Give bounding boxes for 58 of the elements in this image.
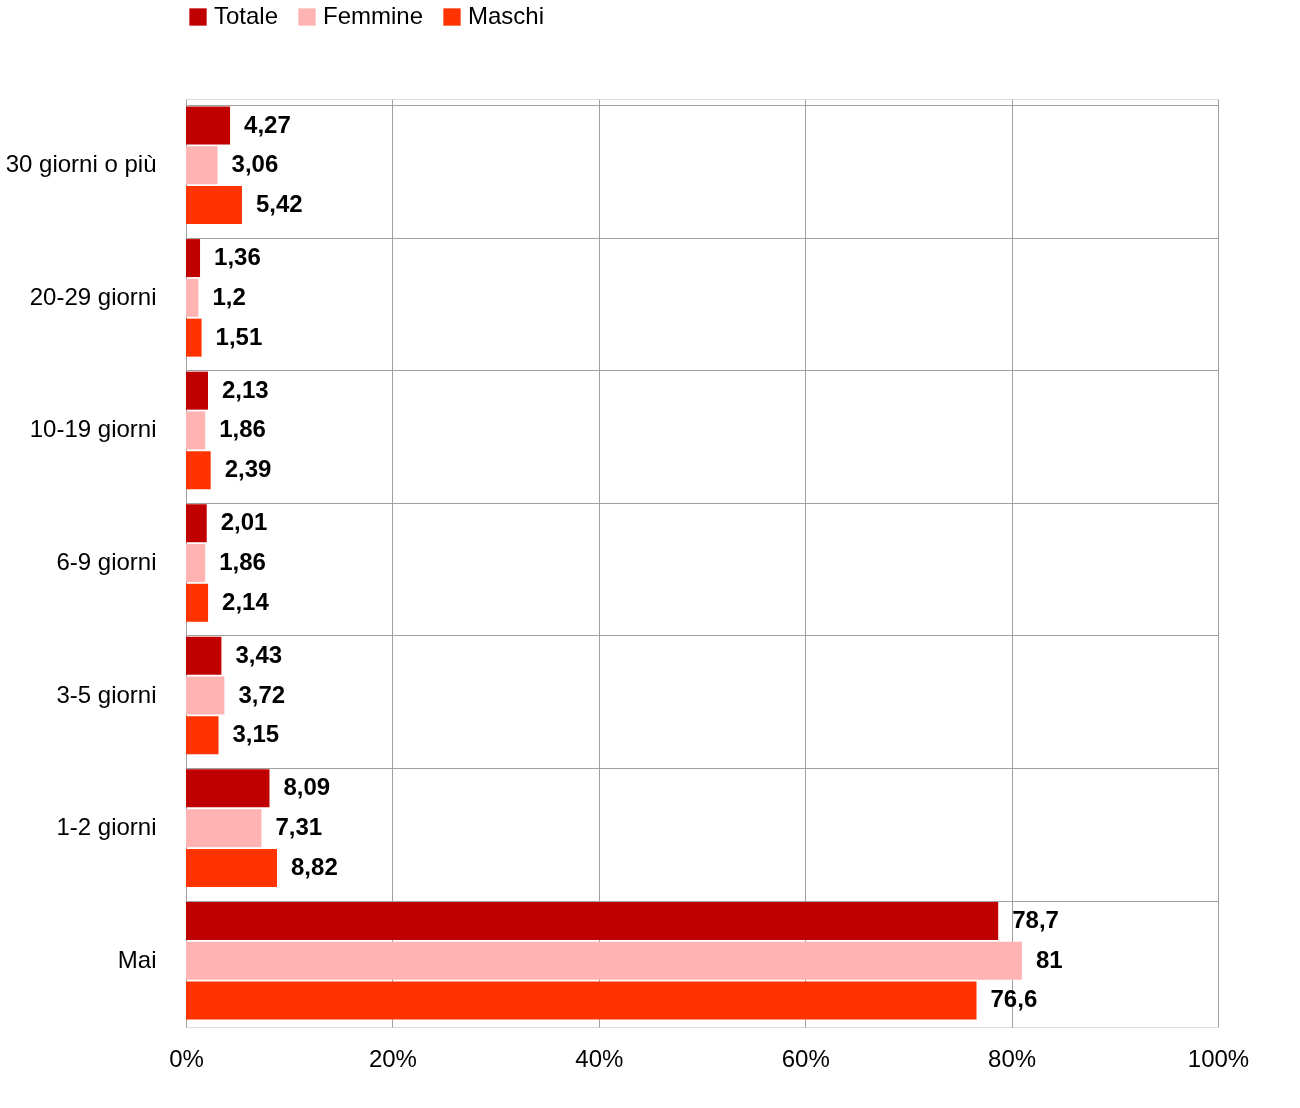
bar	[186, 504, 207, 543]
data-label: 81	[1035, 945, 1063, 973]
data-label: 4,27	[244, 110, 291, 138]
data-label: 2,01	[220, 508, 268, 536]
bar	[186, 809, 262, 848]
data-label: 3,15	[232, 720, 280, 748]
x-tick-label: 20%	[368, 1044, 417, 1072]
data-label: 8,09	[283, 773, 331, 801]
bar	[186, 848, 278, 887]
data-label: 3,72	[238, 680, 286, 708]
legend-label: Maschi	[468, 2, 545, 29]
data-label: 1,86	[219, 548, 266, 575]
bar	[186, 278, 199, 317]
bar	[186, 239, 201, 278]
y-tick-label: 1-2 giorni	[56, 813, 157, 841]
data-label: 78,7	[1012, 905, 1059, 933]
y-tick-label: 6-9 giorni	[56, 548, 157, 575]
y-tick-label: 30 giorni o più	[5, 150, 157, 178]
data-label: 3,06	[231, 150, 279, 178]
legend-label: Totale	[214, 2, 279, 29]
data-label: 2,13	[221, 375, 269, 403]
bar	[186, 451, 211, 490]
y-tick-label: 3-5 giorni	[56, 680, 157, 708]
bar	[186, 544, 206, 582]
bar	[186, 981, 977, 1020]
data-label: 76,6	[990, 985, 1038, 1013]
bar	[186, 371, 208, 410]
data-label: 3,43	[235, 640, 283, 668]
data-label: 2,39	[224, 455, 272, 483]
bar	[186, 186, 242, 225]
data-label: 1,86	[219, 415, 266, 443]
x-tick-label: 100%	[1187, 1044, 1250, 1072]
data-label: 8,82	[291, 852, 338, 880]
bar	[186, 106, 231, 145]
data-label: 1,51	[215, 322, 263, 350]
bar	[186, 716, 219, 755]
bar	[186, 583, 209, 622]
data-label: 1,2	[212, 282, 246, 310]
data-label: 5,42	[255, 190, 303, 218]
bar	[186, 318, 202, 357]
bar	[186, 146, 218, 185]
y-tick-label: 10-19 giorni	[29, 415, 157, 443]
data-label: 1,36	[214, 243, 261, 271]
x-tick-label: 40%	[575, 1044, 624, 1072]
bar	[186, 411, 206, 450]
x-tick-label: 0%	[169, 1044, 204, 1072]
bar	[186, 769, 270, 808]
data-label: 2,14	[222, 587, 270, 615]
x-tick-label: 80%	[988, 1044, 1037, 1072]
y-tick-label: 20-29 giorni	[29, 282, 157, 310]
y-tick-label: Mai	[117, 945, 157, 973]
bar	[186, 941, 1022, 980]
legend-label: Femmine	[323, 2, 424, 29]
bar	[186, 901, 999, 940]
data-label: 7,31	[275, 813, 323, 841]
bar	[186, 636, 222, 675]
x-tick-label: 60%	[781, 1044, 830, 1072]
bar	[186, 676, 225, 715]
